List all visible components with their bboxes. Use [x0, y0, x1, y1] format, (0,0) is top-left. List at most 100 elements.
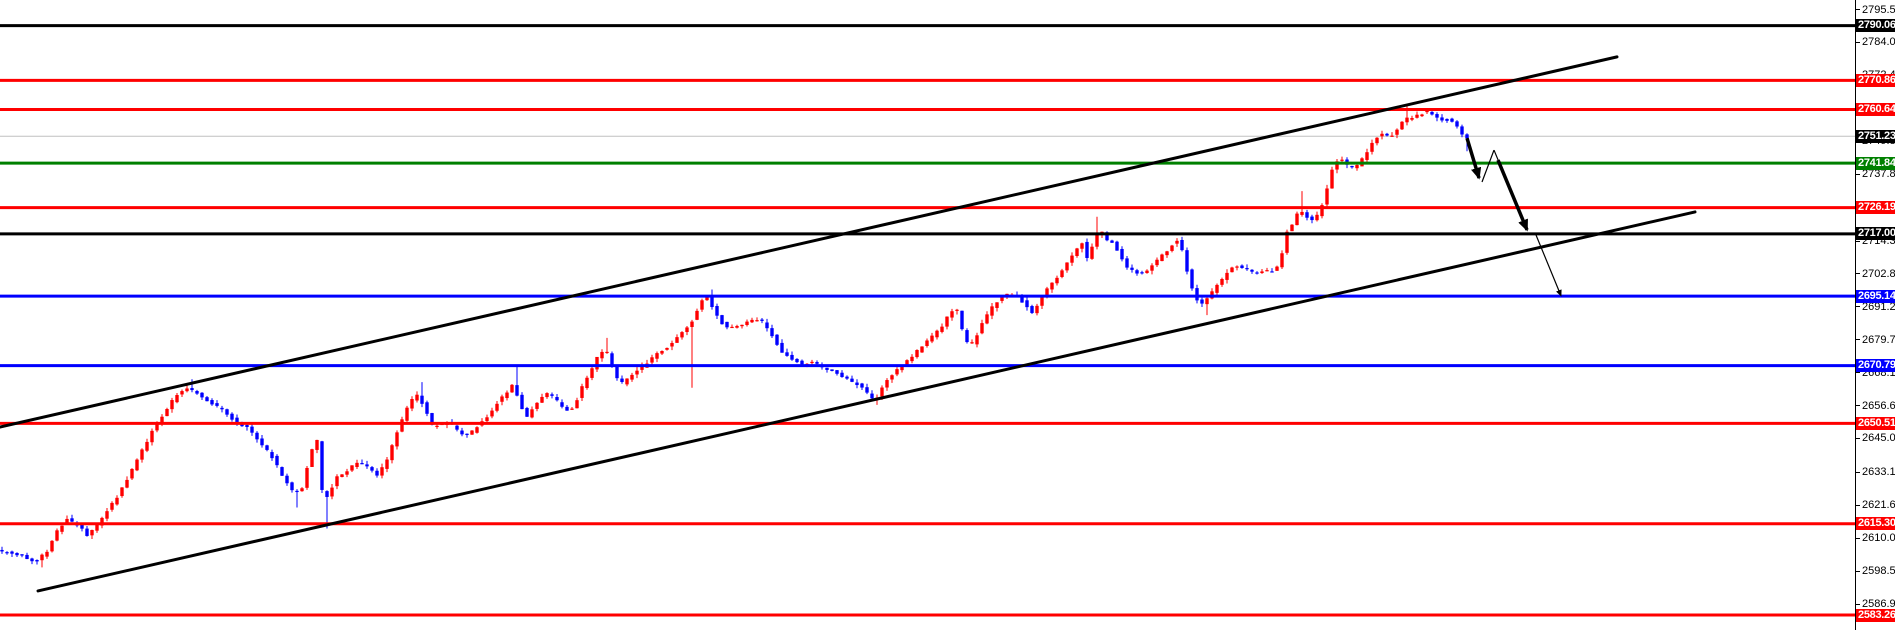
candle-body	[1265, 270, 1269, 272]
candle-body	[1330, 169, 1334, 189]
candle-body	[150, 430, 154, 443]
projection-arrow-3[interactable]	[1535, 234, 1562, 297]
tick-dash	[1856, 372, 1860, 374]
trendline-channel-lower[interactable]	[36, 210, 1697, 593]
candle-body	[995, 302, 999, 308]
candle-body	[1385, 133, 1389, 136]
candle-body	[965, 330, 969, 343]
candle-body	[415, 394, 419, 401]
candle-body	[1270, 271, 1274, 273]
candle-body	[1420, 114, 1424, 117]
candle-body	[360, 463, 364, 465]
candle-body	[1035, 305, 1039, 314]
candle-body	[1165, 251, 1169, 256]
candle-body	[715, 306, 719, 316]
candle-body	[1155, 259, 1159, 266]
candle-body	[985, 314, 989, 324]
candle-body	[1105, 232, 1109, 241]
price-line-label: 2717.00	[1856, 227, 1895, 241]
tick-dash	[1856, 570, 1860, 572]
candle-body	[5, 552, 9, 554]
candle-body	[235, 417, 239, 423]
candle-body	[950, 311, 954, 318]
candle-body	[135, 459, 139, 471]
tick-dash	[1856, 405, 1860, 407]
candle-body	[840, 372, 844, 378]
candle-body	[455, 425, 459, 430]
candle-body	[40, 554, 44, 561]
candle-body	[130, 468, 134, 479]
candle-body	[1220, 278, 1224, 285]
price-line-label: 2726.19	[1856, 201, 1895, 215]
candle-body	[1230, 267, 1234, 273]
candle-body	[650, 357, 654, 363]
price-axis[interactable]: 2795.552784.002772.452749.352737.802714.…	[1855, 0, 1895, 630]
axis-tick-label: 2586.95	[1862, 598, 1895, 610]
candle-body	[260, 438, 264, 446]
candle-body	[545, 393, 549, 398]
candle-body	[20, 554, 24, 556]
candle-body	[1310, 216, 1314, 221]
candle-body	[1320, 205, 1324, 217]
candle-body	[390, 445, 394, 461]
candle-body	[1370, 142, 1374, 152]
candle-body	[955, 309, 959, 311]
horizontal-lines[interactable]	[0, 24, 1855, 617]
candle-body	[585, 377, 589, 389]
candle-body	[660, 351, 664, 354]
candle-body	[335, 476, 339, 487]
candle-body	[720, 315, 724, 325]
candle-body	[845, 376, 849, 379]
projection-arrow-2[interactable]	[1496, 159, 1529, 232]
candle-body	[1380, 133, 1384, 137]
candle-body	[85, 528, 89, 536]
candle-body	[890, 375, 894, 380]
chart-canvas[interactable]	[0, 0, 1855, 630]
candle-body	[210, 400, 214, 405]
candle-body	[1030, 306, 1034, 313]
candle-body	[925, 340, 929, 347]
tick-dash	[1856, 504, 1860, 506]
candle-body	[975, 335, 979, 345]
candle-body	[1275, 266, 1279, 271]
candle-body	[810, 361, 814, 364]
candle-body	[145, 441, 149, 451]
projection-arrow-1[interactable]	[1465, 137, 1482, 180]
price-line-label: 2670.79	[1856, 359, 1895, 373]
candle-body	[305, 467, 309, 488]
candle-body	[755, 320, 759, 322]
candle-body	[670, 342, 674, 347]
candle-body	[1395, 129, 1399, 135]
axis-tick: 2610.05	[1856, 532, 1895, 546]
candle-body	[1325, 188, 1329, 205]
candle-body	[570, 408, 574, 410]
tick-dash	[1856, 306, 1860, 308]
axis-tick: 2737.80	[1856, 168, 1895, 182]
candle-body	[125, 479, 129, 488]
candle-body	[315, 439, 319, 450]
candle-body	[1375, 137, 1379, 144]
axis-tick-label: 2795.55	[1862, 3, 1895, 16]
candle-body	[1185, 250, 1189, 272]
trend-channel[interactable]	[0, 55, 1697, 593]
projection-line-up[interactable]	[1481, 149, 1495, 183]
candle-body	[1175, 240, 1179, 244]
candle-body	[300, 488, 304, 492]
price-line-label: 2760.64	[1856, 102, 1895, 116]
trendline-channel-upper[interactable]	[0, 55, 1619, 429]
candle-body	[1160, 254, 1164, 262]
tick-dash	[1856, 9, 1860, 11]
price-line-label: 2790.06	[1856, 19, 1895, 33]
candle-body	[90, 530, 94, 536]
candle-body	[600, 351, 604, 359]
candle-body	[230, 413, 234, 420]
price-line-label: 2583.26	[1856, 608, 1895, 622]
candle-body	[140, 449, 144, 460]
candle-body	[265, 445, 269, 450]
candle-body	[410, 399, 414, 409]
axis-tick-label: 2784.00	[1862, 36, 1895, 49]
candle-body	[865, 387, 869, 393]
candle-body	[310, 449, 314, 467]
drawn-arrows[interactable]	[1465, 137, 1562, 297]
candle-body	[1390, 135, 1394, 137]
